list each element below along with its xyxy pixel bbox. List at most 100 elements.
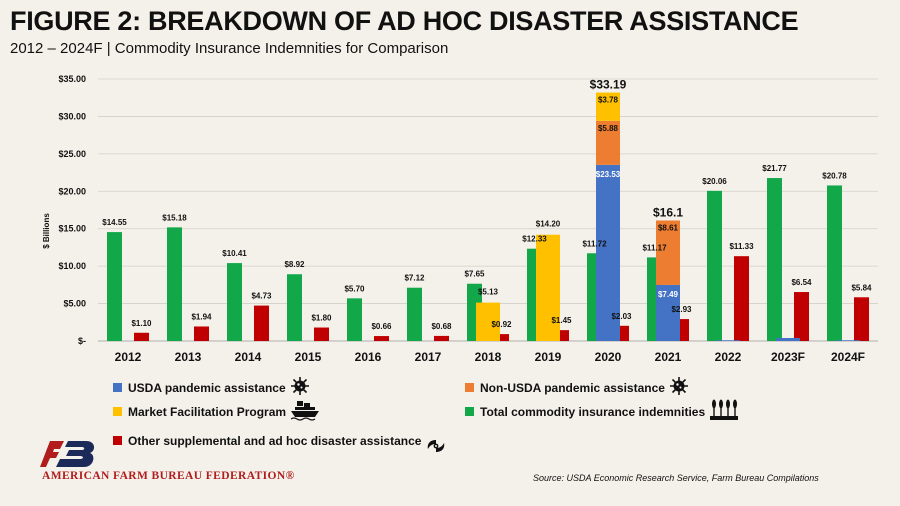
data-label-insurance: $11.72	[582, 239, 607, 248]
x-tick-label: 2024F	[831, 350, 865, 364]
page-title: FIGURE 2: BREAKDOWN OF AD HOC DISASTER A…	[10, 6, 799, 36]
x-tick-label: 2020	[595, 350, 622, 364]
bar-insurance	[347, 298, 362, 341]
legend-swatch	[113, 436, 122, 445]
data-label-insurance: $10.41	[222, 249, 247, 258]
y-tick-label: $25.00	[58, 149, 86, 159]
x-axis: 2012 2013 2014 2015 2016 2017 2018 2019 2020 2021…	[115, 350, 865, 364]
data-label-mfp: $3.78	[598, 96, 619, 105]
data-label-other: $6.54	[791, 278, 812, 287]
data-label-insurance: $14.55	[102, 218, 127, 227]
source-note: Source: USDA Economic Research Service, …	[533, 473, 819, 483]
legend-item-mfp: Market Facilitation Program	[113, 399, 320, 424]
data-label-other: $0.68	[431, 322, 452, 331]
y-tick-label: $10.00	[58, 261, 86, 271]
legend-item-insurance: Total commodity insurance indemnities	[465, 399, 739, 424]
x-tick-label: 2012	[115, 350, 142, 364]
data-label-insurance: $11.17	[642, 243, 667, 252]
legend-swatch	[465, 407, 474, 416]
x-tick-label: 2021	[655, 350, 682, 364]
bar-insurance	[167, 227, 182, 341]
x-tick-label: 2017	[415, 350, 442, 364]
bar-other-assistance	[494, 334, 509, 341]
organization-name: AMERICAN FARM BUREAU FEDERATION®	[42, 470, 295, 482]
bar-segment-mfp	[536, 234, 560, 341]
data-label-other: $1.10	[131, 319, 152, 328]
x-tick-label: 2014	[235, 350, 262, 364]
hurricane-icon	[425, 436, 447, 459]
bar-other-assistance	[554, 330, 569, 341]
data-label-other: $11.33	[729, 242, 754, 251]
x-tick-label: 2018	[475, 350, 502, 364]
bar-segment-non-usda-pandemic	[656, 220, 680, 285]
y-tick-label: $-	[78, 336, 86, 346]
x-tick-label: 2016	[355, 350, 382, 364]
cargo-ship-icon	[290, 399, 320, 424]
farm-bureau-logo	[40, 441, 104, 472]
data-label-total: $16.1	[653, 205, 683, 219]
data-label-insurance: $20.06	[702, 177, 727, 186]
bar-insurance	[707, 190, 722, 341]
data-label-usda-pandemic: $23.53	[596, 170, 621, 179]
virus-icon	[669, 376, 689, 399]
legend-item-usda-pandemic: USDA pandemic assistance	[113, 376, 310, 399]
y-tick-label: $5.00	[63, 299, 86, 309]
y-tick-label: $15.00	[58, 224, 86, 234]
x-tick-label: 2022	[715, 350, 742, 364]
legend-item-non-usda-pandemic: Non-USDA pandemic assistance	[465, 376, 689, 399]
legend-swatch	[113, 407, 122, 416]
bar-other-assistance	[194, 326, 209, 341]
bar-segment-mfp	[596, 92, 620, 121]
data-label-other: $4.73	[251, 292, 272, 301]
wheat-field-icon	[709, 399, 739, 424]
bar-segment-usda-pandemic	[716, 340, 740, 341]
data-label-insurance: $15.18	[162, 213, 187, 222]
bar-segment-non-usda-pandemic	[596, 120, 620, 165]
y-tick-label: $30.00	[58, 111, 86, 121]
bar-other-assistance	[254, 305, 269, 341]
data-label-other: $1.45	[551, 316, 572, 325]
data-label-other: $2.93	[671, 305, 692, 314]
data-label-insurance: $21.77	[762, 164, 787, 173]
data-label-other: $0.66	[371, 322, 392, 331]
data-label-other: $0.92	[491, 320, 512, 329]
y-axis-label: $ Billions	[42, 213, 51, 249]
data-label-total: $33.19	[590, 78, 627, 92]
page-subtitle: 2012 – 2024F | Commodity Insurance Indem…	[10, 40, 449, 57]
data-label-mfp: $5.13	[478, 288, 499, 297]
bar-insurance	[827, 185, 842, 341]
bar-other-assistance	[734, 256, 749, 341]
data-label-insurance: $8.92	[284, 260, 305, 269]
y-tick-label: $20.00	[58, 186, 86, 196]
bar-insurance	[767, 178, 782, 341]
bar-other-assistance	[794, 292, 809, 341]
x-tick-label: 2023F	[771, 350, 805, 364]
data-label-insurance: $7.12	[404, 274, 425, 283]
legend-item-other: Other supplemental and ad hoc disaster a…	[113, 422, 447, 459]
bar-insurance	[407, 287, 422, 341]
bar-segment-usda-pandemic	[656, 284, 680, 341]
legend-label: USDA pandemic assistance	[128, 380, 286, 395]
legend-label: Market Facilitation Program	[128, 404, 287, 419]
data-label-other: $1.94	[191, 312, 212, 321]
data-label-non-usda-pandemic: $8.61	[658, 223, 679, 232]
data-labels: $14.55 $15.18 $10.41 $8.92 $5.70 $7.12 $7.65 $1…	[102, 78, 872, 332]
data-label-other: $1.80	[311, 314, 332, 323]
bar-other-assistance	[434, 335, 449, 341]
legend-swatch	[113, 383, 122, 392]
data-label-non-usda-pandemic: $5.88	[598, 124, 619, 133]
data-label-usda-pandemic: $7.49	[658, 290, 679, 299]
bar-other-assistance	[314, 327, 329, 341]
data-label-other: $5.84	[851, 283, 872, 292]
legend-label: Non-USDA pandemic assistance	[480, 380, 665, 395]
bar-insurance	[107, 232, 122, 341]
bar-segment-usda-pandemic	[776, 338, 800, 341]
legend-swatch	[465, 383, 474, 392]
bars	[107, 92, 869, 341]
x-tick-label: 2013	[175, 350, 202, 364]
legend-label: Other supplemental and ad hoc disaster a…	[128, 433, 422, 448]
bar-segment-mfp	[476, 302, 500, 341]
legend-label: Total commodity insurance indemnities	[480, 404, 706, 419]
data-label-mfp: $14.20	[536, 220, 561, 229]
